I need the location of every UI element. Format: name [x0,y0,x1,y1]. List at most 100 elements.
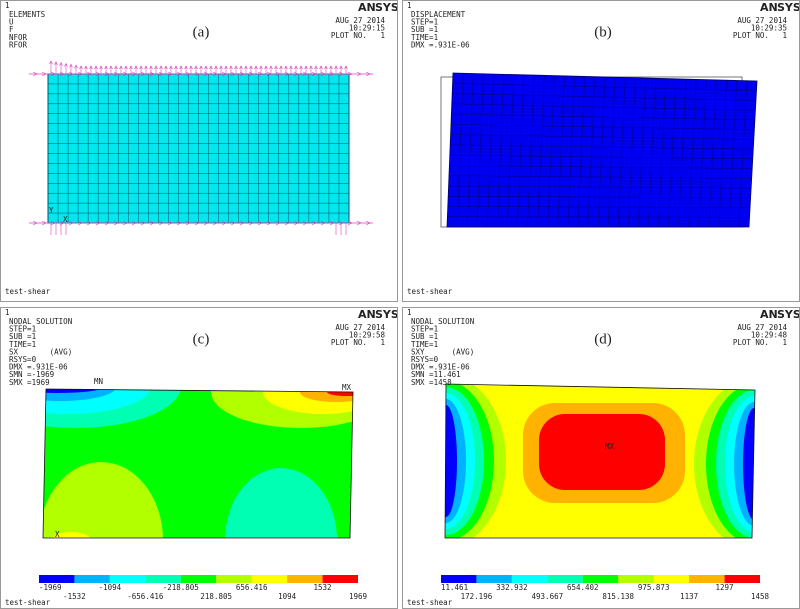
force-arrow [185,71,191,77]
mesh-line [448,175,752,179]
force-arrow [131,220,137,226]
force-arrow [289,65,293,70]
force-arrow [54,61,58,65]
date: AUG 27 2014 [335,323,385,332]
contour [445,384,755,538]
force-arrow [239,71,245,77]
force-arrow [194,220,200,226]
force-arrow [319,65,323,70]
info-line: F [9,25,14,34]
mesh-line [537,75,545,228]
mesh-line [497,74,504,228]
info-line: TIME=1 [411,340,438,349]
info-line: SMX =1458 [411,378,452,387]
force-arrow [185,220,191,226]
force-arrow [41,220,47,226]
legend-label: 656.416 [236,583,268,592]
date: AUG 27 2014 [737,16,787,25]
mesh-line [658,78,667,228]
contour-band [43,462,163,538]
force-arrow [266,220,272,226]
force-arrow [269,65,273,70]
time: 10:29:48 [751,331,788,340]
force-arrow [338,71,344,77]
mesh-line [678,79,687,228]
force-arrow [113,220,119,226]
mesh-line [557,75,565,228]
info-line: DMX =.931E-06 [411,363,470,372]
mesh-line [452,83,757,91]
contour-band [539,414,665,490]
mesh-line [450,144,754,150]
force-arrow [158,220,164,226]
force-arrow [84,65,88,70]
footer: test-shear [407,287,453,296]
legend-swatch [322,575,358,583]
mesh-line [476,73,484,228]
force-arrow [179,65,183,70]
force-arrow [159,65,163,70]
force-arrow [134,65,138,70]
force-arrow [139,65,143,70]
model-outline [42,388,354,539]
legend-label: -656.416 [127,592,164,601]
mesh-line [607,77,616,228]
force-arrow [356,220,362,226]
legend-label: -1532 [63,592,86,601]
force-arrow [329,220,335,226]
logo-an: AN [760,308,778,321]
legend-label: 1094 [278,592,297,601]
mesh-line [447,206,751,208]
force-arrow [154,65,158,70]
mesh-line [728,80,737,228]
legend-label: 1969 [349,592,367,601]
logo-an: AN [358,1,376,14]
force-arrow [239,220,245,226]
force-arrow [184,65,188,70]
force-arrow [339,65,343,70]
mesh-line [487,74,494,228]
info-line: U [9,18,14,27]
mesh-line [456,73,464,228]
force-arrow [104,65,108,70]
legend-swatch [216,575,252,583]
legend-swatch [145,575,181,583]
legend-label: -218.805 [163,583,199,592]
force-arrow [249,65,253,70]
force-arrow [311,220,317,226]
deformed-mesh [446,72,758,228]
info-line: TIME=1 [411,33,438,42]
info-line: SX (AVG) [9,347,72,356]
legend-swatch [109,575,146,583]
mesh-line [447,216,750,218]
legend-label: 11.461 [441,583,468,592]
info-line: ELEMENTS [9,10,46,19]
force-arrow [194,71,200,77]
mesh-line [708,79,717,228]
time: 10:29:58 [349,331,386,340]
force-arrow [189,65,193,70]
legend-swatch [251,575,288,583]
logo-an: AN [760,1,778,14]
force-arrow [338,220,344,226]
force-arrow [304,65,308,70]
force-arrow [114,65,118,70]
force-arrow [149,71,155,77]
contour-band [225,468,337,538]
force-arrow [209,65,213,70]
force-arrow [68,71,74,77]
extreme-marker: MX [605,442,615,451]
info-line: SXY (AVG) [411,347,474,356]
info-line: NODAL SOLUTION [9,317,72,326]
triad-label: Y [49,206,54,215]
legend-swatch [39,575,75,583]
contour-band [445,405,457,517]
force-arrow [320,220,326,226]
force-arrow [284,220,290,226]
logo-sys: SYS [777,1,799,14]
force-arrow [244,65,248,70]
force-arrow [365,220,371,226]
